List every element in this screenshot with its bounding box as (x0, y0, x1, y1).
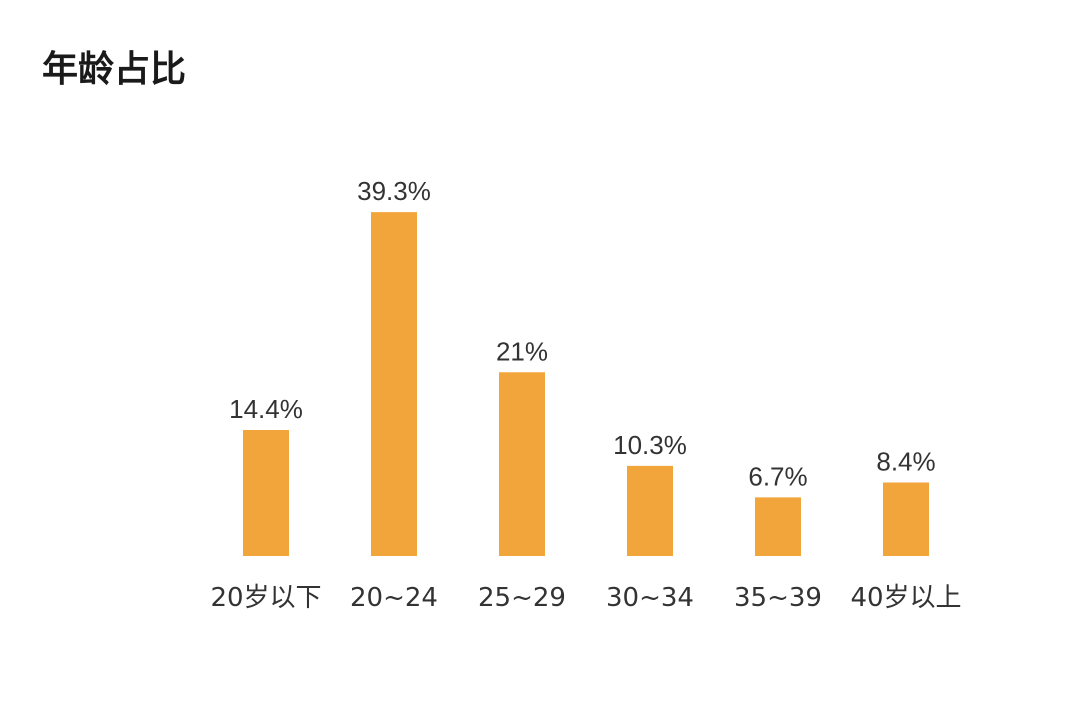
bar-1 (371, 212, 417, 556)
data-label-0: 14.4% (229, 394, 303, 424)
data-label-5: 8.4% (876, 447, 935, 477)
bar-3 (627, 465, 673, 556)
category-label-0: 20岁以下 (210, 583, 321, 613)
category-label-3: 30~34 (606, 583, 694, 613)
bar-4 (755, 497, 801, 556)
chart-title: 年龄占比 (42, 49, 187, 90)
data-label-1: 39.3% (357, 176, 431, 206)
data-label-3: 10.3% (613, 430, 687, 460)
category-label-2: 25~29 (478, 583, 566, 613)
category-label-4: 35~39 (734, 583, 822, 613)
category-label-1: 20~24 (350, 583, 438, 613)
bar-2 (499, 372, 545, 556)
category-label-5: 40岁以上 (850, 583, 961, 613)
bar-5 (883, 482, 929, 556)
bar-0 (243, 430, 289, 556)
data-label-2: 21% (496, 336, 548, 366)
data-label-4: 6.7% (748, 461, 807, 491)
